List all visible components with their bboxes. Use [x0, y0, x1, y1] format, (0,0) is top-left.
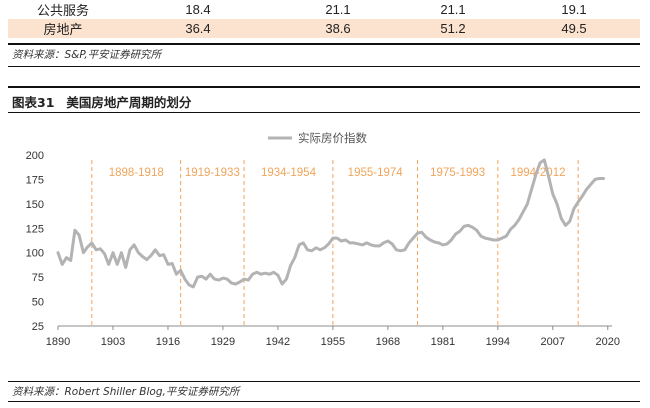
row-label: 房地产: [8, 19, 118, 38]
x-tick-label: 2020: [596, 336, 620, 348]
data-table: 公共服务 18.4 21.1 21.1 19.1 房地产 36.4 38.6 5…: [8, 0, 640, 38]
y-tick-label: 75: [32, 272, 44, 284]
source-rule: [8, 66, 640, 67]
figure-title: 图表31 美国房地产周期的划分: [12, 92, 191, 111]
cell: 49.5: [508, 19, 640, 38]
series-line-real-house-price: [56, 158, 605, 289]
figure-number: 图表31: [12, 95, 55, 110]
figure-top-rule: [8, 86, 640, 88]
cell: 38.6: [278, 19, 398, 38]
y-tick-label: 200: [26, 150, 44, 162]
y-tick-label: 175: [26, 174, 44, 186]
x-tick-label: 1981: [431, 336, 455, 348]
table-row: 公共服务 18.4 21.1 21.1 19.1: [8, 0, 640, 19]
cell: 21.1: [325, 2, 351, 17]
x-tick-label: 1890: [46, 336, 70, 348]
x-tick-label: 1994: [486, 336, 510, 348]
x-tick-label: 2007: [541, 336, 565, 348]
x-tick-label: 1942: [266, 336, 290, 348]
cell: 21.1: [440, 2, 466, 17]
row-label: 公共服务: [36, 4, 89, 19]
page-bottom-rule: [8, 401, 640, 402]
period-label: 1898-1918: [109, 167, 164, 179]
y-tick-label: 25: [32, 321, 44, 333]
period-label: 1975-1993: [430, 167, 485, 179]
source-bottom-rule: [8, 381, 640, 382]
x-tick-label: 1955: [321, 336, 345, 348]
x-tick-label: 1929: [211, 336, 235, 348]
y-tick-label: 100: [26, 248, 44, 260]
legend-label: 实际房价指数: [298, 131, 367, 145]
y-tick-label: 150: [26, 199, 44, 211]
cell: 51.2: [398, 19, 508, 38]
x-tick-label: 1903: [101, 336, 125, 348]
x-tick-label: 1916: [156, 336, 180, 348]
cell: 36.4: [118, 19, 278, 38]
x-tick-label: 1968: [376, 336, 400, 348]
table-row: 房地产 36.4 38.6 51.2 49.5: [8, 19, 640, 38]
period-label: 1955-1974: [348, 167, 404, 179]
source-note-bottom: 资料来源：Robert Shiller Blog,平安证券研究所: [12, 386, 240, 398]
cell: 18.4: [185, 2, 211, 17]
figure-title-rule: [8, 112, 640, 113]
table-bottom-rule: [8, 43, 640, 45]
y-tick-label: 50: [32, 297, 44, 309]
period-label: 1934-1954: [261, 167, 317, 179]
house-price-chart: 25 50 75 100 125 150 175 200 1890 1903 1916 1929 194…: [26, 131, 620, 348]
figure-title-text: 美国房地产周期的划分: [66, 95, 192, 110]
y-tick-label: 125: [26, 223, 44, 235]
source-note-top: 资料来源：S&P,平安证券研究所: [12, 49, 162, 61]
period-label: 1919-1933: [185, 167, 240, 179]
cell: 19.1: [561, 2, 587, 17]
